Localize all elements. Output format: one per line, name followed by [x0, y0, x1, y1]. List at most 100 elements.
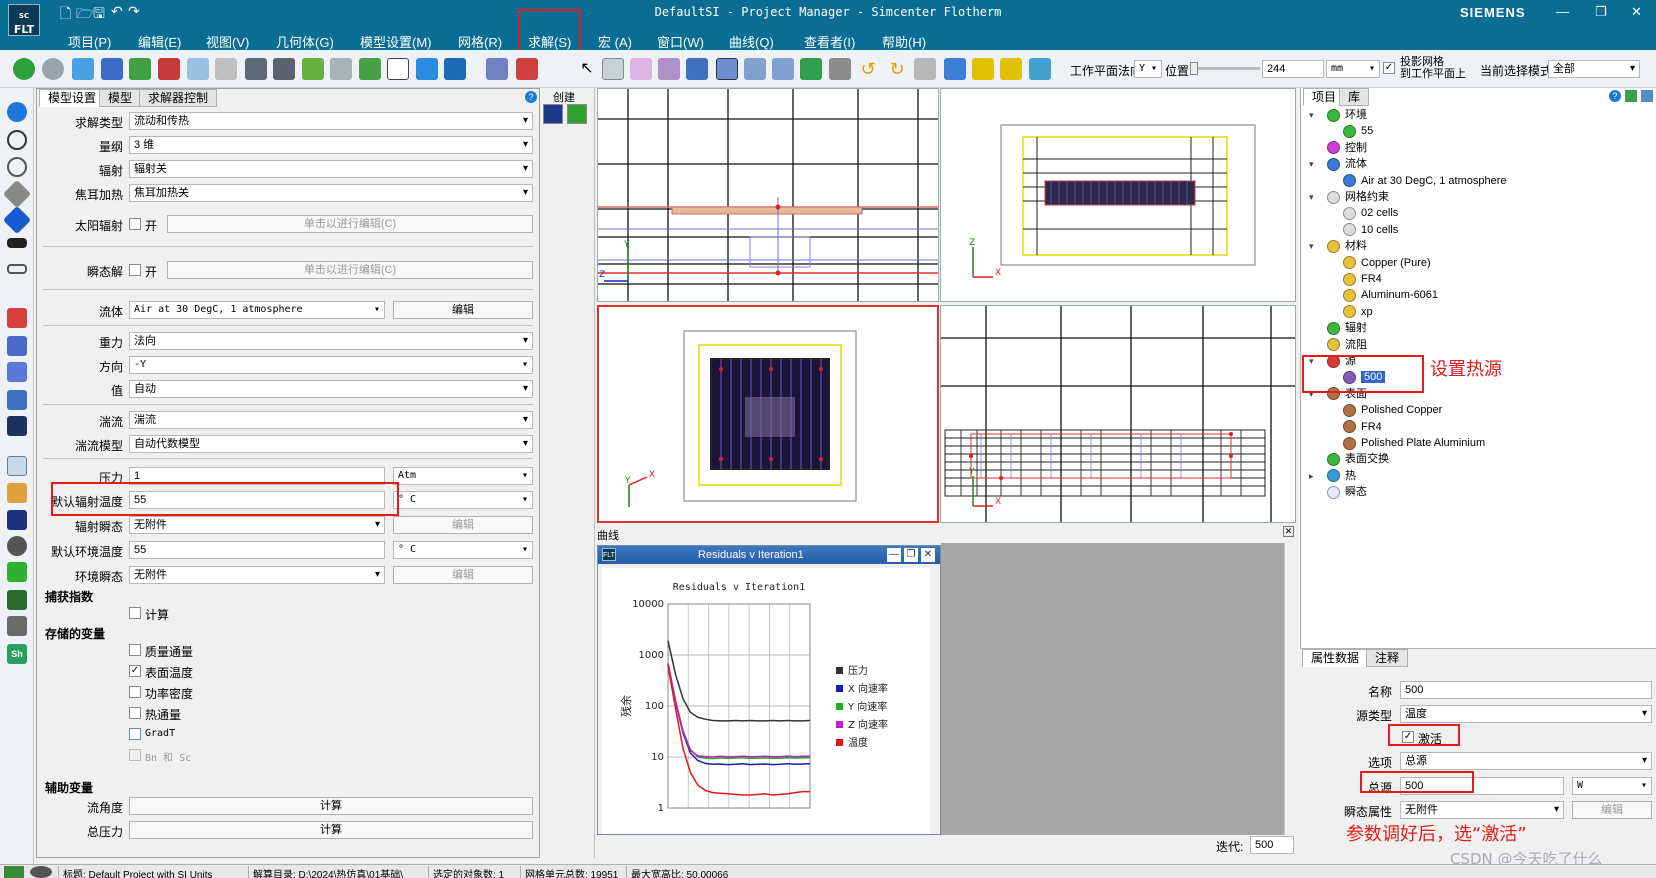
unit-select[interactable]: mm: [1326, 60, 1380, 78]
tab-project[interactable]: 项目: [1303, 88, 1346, 106]
align-axis-icon[interactable]: [972, 58, 994, 80]
work-plane-select[interactable]: Y: [1134, 60, 1162, 78]
pcb-icon[interactable]: [359, 58, 381, 80]
tree-settings-icon[interactable]: [1641, 90, 1653, 102]
move-icon[interactable]: [944, 58, 966, 80]
residuals-close-button[interactable]: ✕: [921, 548, 935, 562]
monitor-icon[interactable]: [7, 590, 27, 610]
tree-category[interactable]: 辐射: [1327, 320, 1367, 336]
menu-grid[interactable]: 网格(R): [458, 35, 503, 50]
down-icon[interactable]: [7, 157, 27, 177]
power-density-checkbox[interactable]: [129, 686, 141, 698]
tag-icon[interactable]: [2, 179, 32, 209]
find-icon[interactable]: [245, 58, 267, 80]
split-h-icon[interactable]: [744, 58, 766, 80]
mass-flux-checkbox[interactable]: [129, 644, 141, 656]
run-icon[interactable]: [13, 58, 35, 80]
transient-attr-select[interactable]: 无附件: [1400, 801, 1564, 819]
rad-transient-select[interactable]: 无附件: [129, 516, 385, 534]
transient-attr-edit-button[interactable]: 编辑: [1572, 801, 1652, 819]
molecule-icon[interactable]: [72, 58, 94, 80]
total-source-unit[interactable]: W: [1572, 777, 1652, 795]
amb-transient-edit-button[interactable]: 编辑: [393, 566, 533, 584]
transient-checkbox[interactable]: [129, 264, 141, 276]
menu-curves[interactable]: 曲线(Q): [729, 35, 774, 50]
flow-angle-calc-button[interactable]: 计算: [129, 797, 533, 815]
iso-view-icon[interactable]: [658, 58, 680, 80]
glasses-icon[interactable]: [7, 238, 27, 248]
minimize-button[interactable]: —: [1556, 4, 1569, 19]
tree-item[interactable]: Polished Copper: [1343, 402, 1442, 418]
pcb-layer-icon[interactable]: [7, 308, 27, 328]
tree-category[interactable]: ▾ 表面: [1309, 386, 1367, 402]
gravity-select[interactable]: 法向: [129, 332, 533, 350]
tree-item[interactable]: Polished Plate Aluminium: [1343, 435, 1485, 451]
menu-view[interactable]: 视图(V): [206, 35, 250, 50]
tab-model-setup[interactable]: 模型设置: [39, 89, 106, 107]
cut-icon[interactable]: [158, 58, 180, 80]
render-icon[interactable]: [686, 58, 708, 80]
tree-item[interactable]: Aluminum-6061: [1343, 287, 1438, 303]
turbulence-select[interactable]: 湍流: [129, 411, 533, 429]
rotate-ccw-icon[interactable]: ↺: [860, 59, 876, 79]
percent-icon[interactable]: [1029, 58, 1051, 80]
position-slider-track[interactable]: [1190, 62, 1260, 75]
chart-icon[interactable]: [7, 562, 27, 582]
save-icon[interactable]: 🖫: [93, 5, 105, 21]
direction-select[interactable]: -Y: [129, 356, 533, 374]
tree-item[interactable]: 55: [1343, 123, 1373, 139]
tree-category[interactable]: 流阻: [1327, 337, 1367, 353]
tree-item[interactable]: 10 cells: [1343, 222, 1398, 238]
tree-item[interactable]: 02 cells: [1343, 205, 1398, 221]
residuals-maximize-button[interactable]: ❐: [904, 548, 918, 562]
grid-tool-icon[interactable]: [302, 58, 324, 80]
expand-icon[interactable]: ▾: [1309, 356, 1314, 366]
pressure-unit-select[interactable]: Atm: [393, 467, 533, 485]
rotate-view-icon[interactable]: [602, 58, 624, 80]
total-source-input[interactable]: 500: [1400, 777, 1564, 795]
gradt-checkbox[interactable]: [129, 728, 141, 740]
viewport-side[interactable]: Y X: [940, 305, 1296, 523]
tree-item[interactable]: 500: [1343, 369, 1386, 385]
menu-window[interactable]: 窗口(W): [657, 35, 704, 50]
solar-edit-button[interactable]: 单击以进行编辑(C): [167, 215, 533, 233]
transient-edit-button[interactable]: 单击以进行编辑(C): [167, 261, 533, 279]
tree-category[interactable]: ▾ 源: [1309, 353, 1356, 369]
monitor-point-icon[interactable]: [516, 58, 538, 80]
scene-icon[interactable]: [800, 58, 822, 80]
magnitude-select[interactable]: 自动: [129, 380, 533, 398]
residuals-minimize-button[interactable]: —: [887, 548, 901, 562]
heat-flux-checkbox[interactable]: [129, 707, 141, 719]
tree-item[interactable]: FR4: [1343, 419, 1382, 435]
default-rad-temp-input[interactable]: 55: [129, 491, 385, 509]
viewport-iso-active[interactable]: Y X: [597, 305, 939, 523]
tree-item[interactable]: FR4: [1343, 271, 1382, 287]
menu-model-setup[interactable]: 模型设置(M): [360, 35, 432, 50]
tab-solver-control[interactable]: 求解器控制: [139, 89, 218, 107]
tree-category[interactable]: 瞬态: [1327, 484, 1367, 500]
mesh-region-icon[interactable]: [7, 390, 27, 410]
tab-property-data[interactable]: 属性数据: [1302, 649, 1369, 667]
camera-icon[interactable]: [829, 58, 851, 80]
close-button[interactable]: ✕: [1631, 4, 1642, 19]
ruler-icon[interactable]: [7, 616, 27, 636]
tree-category[interactable]: ▾ 网格约束: [1309, 189, 1389, 205]
tree-category[interactable]: ▾ 流体: [1309, 156, 1367, 172]
expand-icon[interactable]: ▾: [1309, 159, 1314, 170]
tree-filter-icon[interactable]: [1625, 90, 1637, 102]
tab-model[interactable]: 模型: [99, 89, 142, 107]
grid-view-icon[interactable]: [716, 58, 738, 80]
amb-transient-select[interactable]: 无附件: [129, 566, 385, 584]
info-icon[interactable]: [7, 102, 27, 122]
menu-help[interactable]: 帮助(H): [882, 35, 927, 50]
open-icon[interactable]: 🗁: [76, 5, 94, 21]
compass-icon[interactable]: [1000, 58, 1022, 80]
menu-project[interactable]: 项目(P): [68, 35, 112, 50]
box-view-icon[interactable]: [630, 58, 652, 80]
expand-icon[interactable]: ▾: [1309, 110, 1314, 120]
source-type-select[interactable]: 温度: [1400, 705, 1652, 723]
compass-icon-2[interactable]: [2, 205, 32, 235]
paste-icon[interactable]: [215, 58, 237, 80]
tree-category[interactable]: ▸ 热: [1309, 468, 1356, 484]
joule-heating-select[interactable]: 焦耳加热关: [129, 184, 533, 202]
